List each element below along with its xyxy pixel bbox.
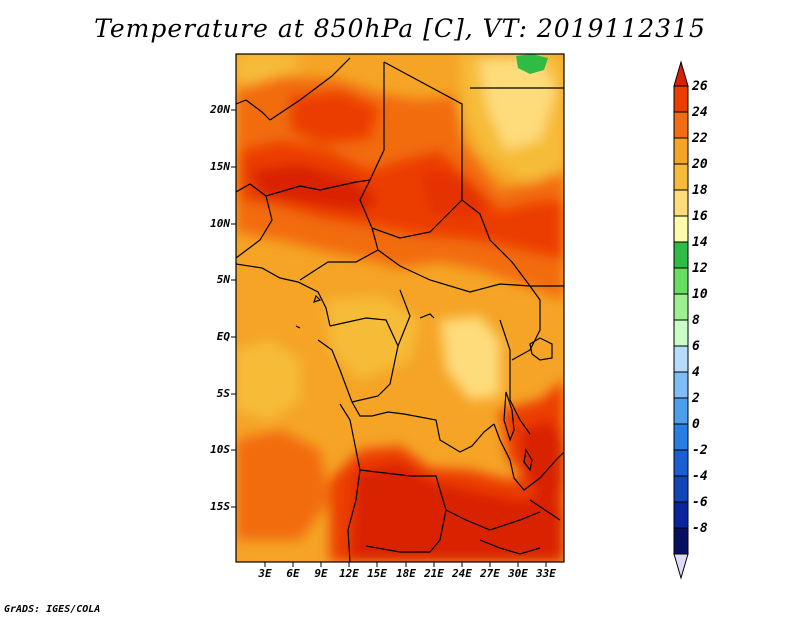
lon-tick-label: 18E [396, 567, 416, 580]
colorbar-segment [673, 397, 689, 425]
colorbar-segment [673, 345, 689, 373]
colorbar-label: 16 [692, 209, 708, 224]
colorbar-label: 8 [692, 313, 700, 328]
lat-tick-label: EQ [216, 330, 230, 343]
colorbar-segment [673, 189, 689, 217]
colorbar-label: 20 [692, 157, 708, 172]
colorbar-segment [673, 501, 689, 529]
page-title: Temperature at 850hPa [C], VT: 201911231… [94, 14, 706, 43]
colorbar-segment [673, 241, 689, 269]
colorbar [673, 60, 689, 580]
lon-tick-label: 24E [452, 567, 472, 580]
colorbar-label: 2 [692, 391, 700, 406]
colorbar-segment [673, 293, 689, 321]
colorbar-segment [673, 85, 689, 113]
colorbar-label: -2 [692, 443, 708, 458]
colorbar-label: 4 [692, 365, 700, 380]
colorbar-label: 12 [692, 261, 708, 276]
lat-tick-label: 5S [216, 387, 230, 400]
colorbar-segment [673, 423, 689, 451]
colorbar-label: 24 [692, 105, 708, 120]
lon-tick-label: 27E [480, 567, 500, 580]
colorbar-segment [673, 137, 689, 165]
colorbar-label: 14 [692, 235, 708, 250]
colorbar-segment [673, 319, 689, 347]
lon-tick-label: 9E [314, 567, 328, 580]
colorbar-label: 26 [692, 79, 708, 94]
lon-tick-label: 30E [508, 567, 528, 580]
lat-tick-label: 15N [210, 160, 230, 173]
temperature-field [236, 54, 564, 562]
lat-tick-label: 10S [210, 443, 230, 456]
lon-tick-label: 6E [286, 567, 300, 580]
colorbar-segment [673, 163, 689, 191]
lon-tick-label: 21E [424, 567, 444, 580]
colorbar-segment [673, 449, 689, 477]
colorbar-bottom-arrow [673, 553, 689, 580]
colorbar-label: 10 [692, 287, 708, 302]
axis-ticks [231, 109, 547, 567]
colorbar-label: 0 [692, 417, 700, 432]
colorbar-top-arrow [673, 60, 689, 87]
colorbar-segment [673, 111, 689, 139]
map-frame [235, 53, 565, 563]
colorbar-label: -6 [692, 495, 708, 510]
lon-tick-label: 12E [339, 567, 359, 580]
colorbar-segment [673, 475, 689, 503]
lat-tick-label: 10N [210, 217, 230, 230]
colorbar-label: -4 [692, 469, 708, 484]
lon-tick-label: 3E [258, 567, 272, 580]
colorbar-segment [673, 527, 689, 555]
colorbar-segment [673, 215, 689, 243]
lon-tick-label: 15E [367, 567, 387, 580]
lat-tick-label: 15S [210, 500, 230, 513]
credit-text: GrADS: IGES/COLA [4, 604, 101, 615]
lon-tick-label: 33E [536, 567, 556, 580]
colorbar-segment [673, 267, 689, 295]
colorbar-label: 6 [692, 339, 700, 354]
country-borders [236, 57, 564, 562]
colorbar-label: 22 [692, 131, 708, 146]
lat-tick-label: 5N [216, 273, 230, 286]
colorbar-label: -8 [692, 521, 708, 536]
lat-tick-label: 20N [210, 103, 230, 116]
colorbar-label: 18 [692, 183, 708, 198]
colorbar-segment [673, 371, 689, 399]
